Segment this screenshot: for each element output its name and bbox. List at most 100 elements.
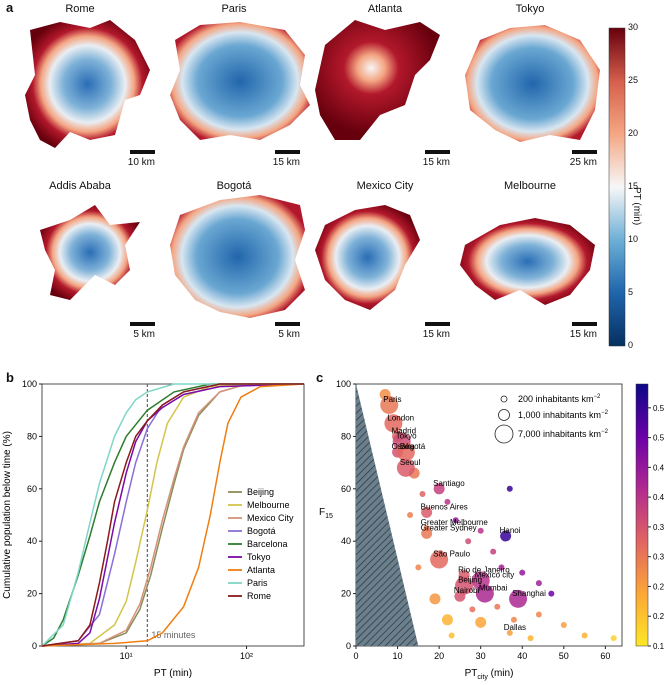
map-title-addis-ababa: Addis Ababa xyxy=(49,180,111,192)
panel-c-letter: c xyxy=(316,370,324,385)
legend-label: Melbourne xyxy=(247,500,290,510)
y-tick-label: 40 xyxy=(341,536,351,546)
panel-a-maps xyxy=(25,20,626,347)
legend-label: Bogotá xyxy=(247,526,276,536)
legend-label: Tokyo xyxy=(247,552,271,562)
panel-c-infeasible-region xyxy=(356,384,419,646)
scatter-point-mumbai xyxy=(475,584,494,603)
point-label: Buenos Aires xyxy=(421,502,468,511)
point-label: Hanoi xyxy=(500,526,521,535)
panel-a-letter: a xyxy=(6,0,14,15)
size-legend-marker xyxy=(500,395,508,403)
panel-a-colorbar xyxy=(608,27,626,347)
y-tick-label: 40 xyxy=(27,536,37,546)
x-tick-label: 30 xyxy=(476,651,486,661)
legend-label: Mexico City xyxy=(247,513,294,523)
scatter-point-dallas xyxy=(506,629,513,636)
series-line-mexico-city xyxy=(41,383,304,647)
scale-bar-atlanta xyxy=(425,150,450,154)
scatter-point-nairobi xyxy=(454,590,466,602)
y-tick-label: 60 xyxy=(341,484,351,494)
panel-a-colorbar-tick: 10 xyxy=(628,234,639,244)
scatter-point xyxy=(510,616,517,623)
panel-c-colorbar xyxy=(635,383,649,647)
y-tick-label: 0 xyxy=(346,641,351,651)
scatter-point-beijing xyxy=(455,576,474,595)
scatter-point xyxy=(527,635,534,642)
point-label: Rio de Janeiro xyxy=(458,565,510,574)
point-label: London xyxy=(387,413,414,422)
point-label: Greater Melbourne xyxy=(421,518,489,527)
scatter-point-buenos-aires xyxy=(421,506,433,518)
point-label: Nairobi xyxy=(454,586,480,595)
scale-label-addis-ababa: 5 km xyxy=(133,329,155,340)
map-title-rome: Rome xyxy=(65,3,95,15)
point-label: Shanghai xyxy=(512,589,546,598)
scatter-point xyxy=(477,527,484,534)
legend-label: Atlanta xyxy=(247,565,275,575)
panel-a-colorbar-tick: 5 xyxy=(628,287,634,297)
y-tick-label: 80 xyxy=(27,431,37,441)
scale-label-mexico-city: 15 km xyxy=(422,329,450,340)
panel-a-colorbar-label: PT (min) xyxy=(631,187,642,226)
scatter-point xyxy=(465,538,472,545)
scale-label-paris: 15 km xyxy=(272,157,300,168)
x-tick-label: 0 xyxy=(353,651,358,661)
panel-b-xlabel: PT (min) xyxy=(154,668,192,679)
scale-bar-paris xyxy=(275,150,300,154)
scale-label-melbourne: 15 km xyxy=(569,329,597,340)
series-line-tokyo xyxy=(41,383,305,647)
legend-label: Beijing xyxy=(247,487,274,497)
size-legend-marker xyxy=(494,424,514,444)
series-line-rome xyxy=(41,383,304,647)
series-line-barcelona xyxy=(41,383,304,647)
colorbar-tick-label: 0.35 xyxy=(653,523,664,532)
panel-a-colorbar-tick: 0 xyxy=(628,340,634,350)
panel-b-annotation: 15 minutes xyxy=(151,630,196,640)
y-tick-label: 100 xyxy=(336,379,351,389)
point-label: Santiago xyxy=(433,479,465,488)
panel-c-xlabel: PTcity (min) xyxy=(465,668,514,681)
point-label: Dallas xyxy=(504,623,526,632)
map-title-tokyo: Tokyo xyxy=(515,3,545,15)
size-legend-marker xyxy=(498,409,510,421)
colorbar-tick-label: 0.30 xyxy=(653,553,664,562)
colorbar-tick-label: 0.15 xyxy=(653,642,664,651)
scatter-point-santiago xyxy=(433,483,445,495)
scatter-point xyxy=(610,635,617,642)
scale-bar-tokyo xyxy=(572,150,597,154)
scatter-point xyxy=(519,569,526,576)
point-label: São Paulo xyxy=(433,550,470,559)
scatter-point-hanoi xyxy=(500,530,512,542)
point-label: Madrid xyxy=(392,426,416,435)
size-legend-label: 7,000 inhabitants km−2 xyxy=(518,429,609,439)
scatter-point xyxy=(407,512,414,518)
panel-b-chart: 0 20 40 60 80 100 10¹ 10² PT (min) Cumulative pop… xyxy=(2,379,305,679)
point-label: Osaka xyxy=(392,442,416,451)
x-tick-label: 10² xyxy=(240,651,253,661)
scatter-point-bogotá xyxy=(396,443,415,462)
point-label: Bogotá xyxy=(400,442,426,451)
scatter-point xyxy=(581,632,588,639)
scatter-point xyxy=(441,614,453,626)
point-label: Mexico city xyxy=(475,571,515,580)
map-paris xyxy=(170,22,310,140)
map-mexico-city xyxy=(315,205,420,310)
point-label: Tokyo xyxy=(396,432,417,441)
scale-bar-melbourne xyxy=(572,322,597,326)
map-bogota xyxy=(170,195,305,318)
x-tick-label: 10¹ xyxy=(120,651,133,661)
map-title-paris: Paris xyxy=(221,3,247,15)
y-tick-label: 80 xyxy=(341,431,351,441)
point-label: Paris xyxy=(383,395,401,404)
x-tick-label: 20 xyxy=(434,651,444,661)
size-legend-label: 1,000 inhabitants km−2 xyxy=(518,410,609,420)
y-tick-label: 60 xyxy=(27,484,37,494)
scatter-point xyxy=(490,548,497,555)
legend-label: Paris xyxy=(247,578,268,588)
x-tick-label: 50 xyxy=(559,651,569,661)
scatter-point xyxy=(469,606,476,613)
scatter-point xyxy=(415,564,422,571)
scatter-point xyxy=(535,580,542,587)
series-line-atlanta xyxy=(41,383,305,647)
